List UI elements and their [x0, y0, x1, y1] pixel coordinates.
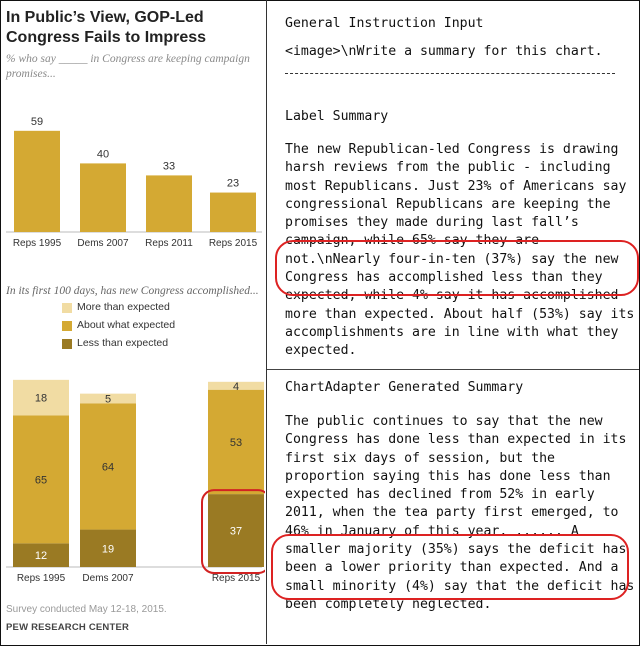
chart1-value-label: 23 — [227, 178, 239, 190]
chart2-bar-segment — [13, 379, 69, 416]
section3-text: The public continues to say that the new… — [285, 414, 635, 612]
footnote: Survey conducted May 12-18, 2015. — [6, 604, 167, 615]
chart1-category-label: Reps 2011 — [145, 238, 193, 249]
chart1-value-label: 59 — [31, 116, 43, 128]
chart1-subtitle: % who say _____ in Congress are keeping … — [6, 53, 250, 80]
section-separator — [267, 369, 639, 370]
section2-heading: Label Summary — [285, 109, 389, 124]
chart2-bar-segment — [13, 543, 69, 567]
chart2-subtitle: In its first 100 days, has new Congress … — [6, 285, 259, 297]
chart1-bar — [210, 192, 256, 232]
chart2-segment-label: 64 — [102, 462, 114, 474]
legend-label-more: More than expected — [77, 301, 170, 313]
chart2-segment-label: 18 — [35, 393, 47, 405]
chart-canvas: 59 Reps 1995 40 Dems 2007 33 Reps 2011 23 Reps … — [6, 116, 265, 584]
chart2-segment-label: 12 — [35, 550, 47, 562]
dashed-separator — [285, 73, 615, 74]
chart1-bar — [80, 163, 126, 232]
chart2-category-label: Reps 1995 — [17, 573, 66, 584]
legend-swatch-more — [62, 303, 72, 313]
chart-panel: In Public’s View, GOP-Led Congress Fails… — [0, 0, 265, 644]
chart2-category-label: Dems 2007 — [82, 573, 134, 584]
legend-label-less: Less than expected — [77, 337, 169, 349]
legend-swatch-less — [62, 339, 72, 349]
chart2-segment-label: 53 — [230, 437, 242, 449]
legend-swatch-about — [62, 321, 72, 331]
chart2-segment-label: 5 — [105, 394, 111, 406]
section1-heading: General Instruction Input — [285, 16, 484, 31]
legend-label-about: About what expected — [77, 319, 176, 331]
section3-heading: ChartAdapter Generated Summary — [285, 380, 524, 395]
chart2-category-label: Reps 2015 — [212, 573, 261, 584]
chart1-category-label: Reps 1995 — [13, 238, 62, 249]
highlight-oval-label — [275, 240, 639, 296]
chart2-bar-segment — [208, 494, 264, 567]
section2-text: The new Republican-led Congress is drawi… — [285, 142, 635, 359]
chart1-bar — [146, 175, 192, 232]
chart2-highlight-oval — [201, 489, 265, 574]
chart2-bar-segment — [208, 389, 264, 495]
chart2-bar-segment — [80, 393, 136, 404]
chart2-bar-segment — [80, 529, 136, 567]
chart2-segment-label: 4 — [233, 381, 239, 393]
summary-panel: General Instruction Input <image>\nWrite… — [267, 0, 639, 644]
source-credit: PEW RESEARCH CENTER — [6, 622, 130, 633]
chart1-category-label: Reps 2015 — [209, 238, 258, 249]
chart2-bar-segment — [80, 403, 136, 530]
chart2-segment-label: 37 — [230, 526, 242, 538]
chart2-bar-segment — [208, 381, 264, 390]
chart2-segment-label: 19 — [102, 543, 114, 555]
panel-divider — [266, 0, 267, 644]
section1-text: <image>\nWrite a summary for this chart. — [285, 44, 603, 59]
chart1-category-label: Dems 2007 — [77, 238, 129, 249]
chart1-bar — [14, 130, 60, 232]
chart1-value-label: 40 — [97, 148, 109, 160]
chart2-segment-label: 65 — [35, 474, 47, 486]
chart2-bar-segment — [13, 415, 69, 544]
chart-title: In Public’s View, GOP-Led Congress Fails… — [6, 9, 207, 46]
chart1-value-label: 33 — [163, 160, 175, 172]
highlight-oval-generated — [271, 534, 629, 600]
